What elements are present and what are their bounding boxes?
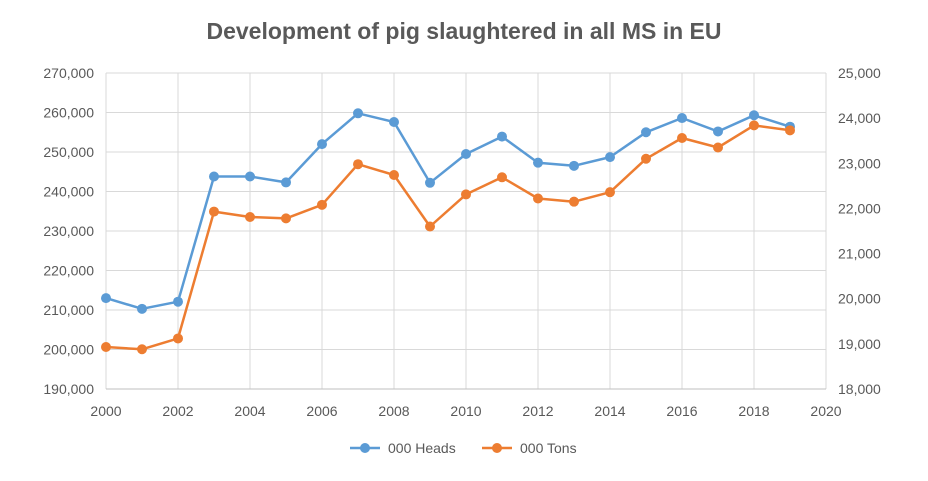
data-point-series-2: [569, 196, 579, 207]
legend-marker-2: [492, 443, 502, 453]
data-point-series-1: [749, 110, 759, 121]
y-right-tick-label: 23,000: [838, 155, 881, 171]
data-point-series-2: [281, 213, 291, 224]
x-tick-label: 2006: [306, 403, 337, 419]
y-right-tick-label: 24,000: [838, 110, 881, 126]
data-point-series-2: [461, 189, 471, 200]
y-right-tick-label: 21,000: [838, 246, 881, 262]
data-point-series-2: [785, 125, 795, 136]
y-left-tick-label: 240,000: [43, 184, 94, 200]
data-point-series-2: [425, 221, 435, 232]
y-right-tick-label: 22,000: [838, 200, 881, 216]
data-point-series-2: [209, 206, 219, 217]
data-point-series-1: [569, 160, 579, 171]
y-left-tick-label: 190,000: [43, 381, 94, 397]
data-point-series-1: [317, 139, 327, 150]
data-point-series-1: [677, 113, 687, 124]
data-point-series-1: [605, 152, 615, 163]
data-point-series-1: [245, 171, 255, 182]
y-right-tick-label: 25,000: [838, 65, 881, 81]
y-left-tick-label: 210,000: [43, 302, 94, 318]
y-right-tick-label: 18,000: [838, 381, 881, 397]
data-point-series-2: [497, 172, 507, 183]
series-line-1: [105, 112, 791, 311]
x-tick-label: 2020: [810, 403, 841, 419]
data-point-series-2: [605, 187, 615, 198]
data-point-series-2: [317, 199, 327, 210]
data-point-series-2: [245, 212, 255, 223]
chart-title: Development of pig slaughtered in all MS…: [206, 18, 722, 44]
data-point-series-1: [533, 157, 543, 168]
data-point-series-1: [641, 127, 651, 138]
data-point-series-1: [497, 131, 507, 142]
data-point-series-1: [461, 148, 471, 159]
legend-label-2: 000 Tons: [520, 440, 577, 456]
y-right-tick-label: 19,000: [838, 336, 881, 352]
data-point-series-1: [713, 126, 723, 137]
data-point-series-2: [173, 333, 183, 344]
x-tick-label: 2018: [738, 403, 769, 419]
x-tick-label: 2004: [234, 403, 265, 419]
data-point-series-1: [137, 303, 147, 314]
x-tick-label: 2008: [378, 403, 409, 419]
series-line-2: [105, 124, 791, 351]
data-point-series-1: [173, 296, 183, 307]
data-point-series-1: [281, 177, 291, 188]
data-point-series-2: [137, 344, 147, 355]
data-point-series-2: [533, 193, 543, 204]
y-left-tick-label: 270,000: [43, 65, 94, 81]
x-tick-label: 2000: [90, 403, 121, 419]
x-tick-label: 2012: [522, 403, 553, 419]
data-point-series-1: [425, 177, 435, 188]
y-left-tick-label: 260,000: [43, 105, 94, 121]
x-tick-label: 2014: [594, 403, 625, 419]
data-point-series-2: [389, 170, 399, 181]
y-right-tick-label: 20,000: [838, 291, 881, 307]
x-tick-label: 2002: [162, 403, 193, 419]
x-tick-label: 2010: [450, 403, 481, 419]
data-point-series-2: [749, 120, 759, 131]
legend-label-1: 000 Heads: [388, 440, 456, 456]
data-point-series-2: [101, 342, 111, 353]
y-left-tick-label: 230,000: [43, 223, 94, 239]
x-tick-label: 2016: [666, 403, 697, 419]
data-point-series-2: [641, 153, 651, 164]
data-point-series-1: [389, 116, 399, 127]
data-point-series-1: [209, 171, 219, 182]
data-point-series-2: [353, 159, 363, 170]
data-point-series-2: [713, 142, 723, 153]
y-left-tick-label: 200,000: [43, 342, 94, 358]
data-point-series-1: [101, 293, 111, 304]
y-left-tick-label: 250,000: [43, 144, 94, 160]
data-point-series-2: [677, 133, 687, 144]
legend-marker-1: [360, 443, 370, 453]
y-left-tick-label: 220,000: [43, 263, 94, 279]
data-point-series-1: [353, 108, 363, 119]
